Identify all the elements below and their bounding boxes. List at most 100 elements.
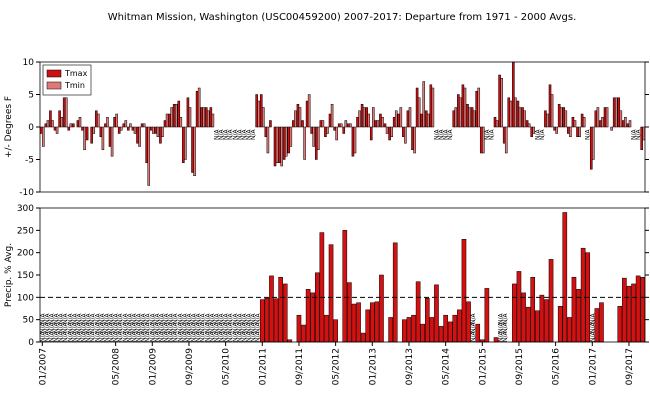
bar <box>129 123 132 128</box>
bar <box>614 97 618 128</box>
bar <box>266 126 270 154</box>
na-label: N/A <box>39 321 46 333</box>
bar <box>640 276 646 343</box>
bar <box>149 126 153 131</box>
na-label: N/A <box>163 321 170 333</box>
na-label: N/A <box>470 321 477 333</box>
bar <box>83 126 86 150</box>
na-label: N/A <box>534 128 541 140</box>
na-label: N/A <box>246 321 253 333</box>
na-label: N/A <box>81 330 88 342</box>
na-label: N/A <box>76 321 83 333</box>
bar <box>110 126 114 157</box>
na-label: N/A <box>136 312 143 324</box>
na-label: N/A <box>589 330 596 342</box>
na-label: N/A <box>58 321 65 333</box>
na-label: N/A <box>223 312 230 324</box>
bar <box>342 126 346 134</box>
na-label: N/A <box>71 312 78 324</box>
bar <box>504 126 508 154</box>
bar <box>140 123 144 128</box>
bar <box>108 126 112 147</box>
bar <box>351 303 357 343</box>
bar <box>328 244 334 343</box>
bar <box>599 302 604 343</box>
bar <box>394 110 398 128</box>
bar <box>422 81 426 128</box>
bar <box>567 317 572 343</box>
bar <box>174 104 178 128</box>
na-label: N/A <box>149 321 156 333</box>
bar <box>468 107 471 128</box>
na-label: N/A <box>186 330 193 342</box>
bar <box>39 126 43 134</box>
na-label: N/A <box>172 330 179 342</box>
bar <box>314 126 318 160</box>
na-label: N/A <box>241 312 248 324</box>
na-label: N/A <box>85 330 92 342</box>
bar <box>115 113 118 128</box>
bar <box>124 120 128 128</box>
na-label: N/A <box>140 330 147 342</box>
na-label: N/A <box>117 321 124 333</box>
na-label: N/A <box>90 321 97 333</box>
bar <box>365 309 371 343</box>
bar <box>564 110 568 128</box>
bar <box>324 314 329 343</box>
na-label: N/A <box>181 330 188 342</box>
bar <box>500 78 503 128</box>
bar <box>443 314 448 343</box>
bar <box>603 107 607 128</box>
bar <box>594 110 598 128</box>
na-label: N/A <box>255 312 262 324</box>
bar <box>640 126 643 150</box>
na-label: N/A <box>136 330 143 342</box>
na-label: N/A <box>433 128 440 140</box>
na-label: N/A <box>113 321 120 333</box>
x-tick-label: 09/2009 <box>185 348 195 386</box>
na-label: N/A <box>158 330 165 342</box>
bar <box>177 100 181 128</box>
y-axis-label: Precip. % Avg. <box>4 243 14 307</box>
na-label: N/A <box>131 321 138 333</box>
na-label: N/A <box>241 128 248 140</box>
na-label: N/A <box>250 321 257 333</box>
na-label: N/A <box>227 128 234 140</box>
bar <box>360 332 366 343</box>
na-label: N/A <box>113 312 120 324</box>
bar <box>99 126 103 137</box>
bar <box>179 117 183 128</box>
bar <box>321 120 325 128</box>
na-label: N/A <box>502 321 509 333</box>
bar <box>193 126 196 176</box>
bar <box>44 123 48 128</box>
bar <box>573 120 577 128</box>
bar <box>347 123 350 128</box>
bar <box>388 126 391 141</box>
bar <box>544 299 549 343</box>
bar <box>269 275 274 343</box>
na-label: N/A <box>53 312 60 324</box>
bar <box>333 319 338 343</box>
bar <box>498 74 501 128</box>
na-label: N/A <box>246 330 253 342</box>
na-label: N/A <box>81 312 88 324</box>
bar <box>397 113 401 128</box>
na-label: N/A <box>498 321 505 333</box>
bar <box>186 97 190 128</box>
bar <box>557 104 561 128</box>
na-label: N/A <box>67 330 74 342</box>
bar <box>101 126 105 150</box>
bar <box>324 126 327 137</box>
bar <box>326 126 329 134</box>
bar <box>347 282 352 343</box>
bar <box>303 126 306 160</box>
x-tick-label: 01/2015 <box>478 348 488 385</box>
bar <box>457 309 462 343</box>
bar <box>452 110 456 128</box>
na-label: N/A <box>158 321 165 333</box>
bar <box>69 123 73 128</box>
na-label: N/A <box>71 330 78 342</box>
na-label: N/A <box>186 312 193 324</box>
